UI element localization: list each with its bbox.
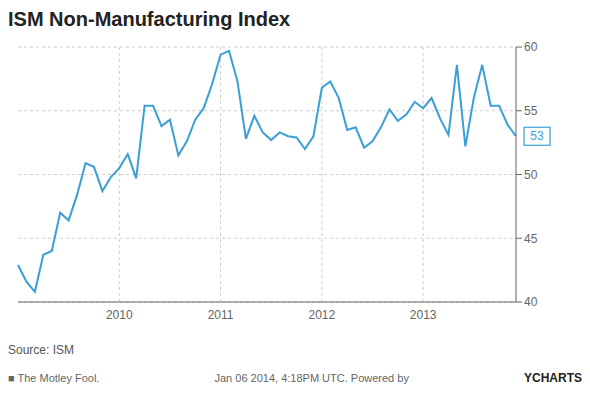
svg-text:2011: 2011 [208, 308, 234, 322]
html-text:Jan 06 2014, 4:18PM UTC. Power: Jan 06 2014, 4:18PM UTC. Powered by [214, 372, 409, 384]
svg-text:55: 55 [524, 104, 538, 118]
html-text:YCHARTS: YCHARTS [524, 371, 582, 385]
html-text:ISM Non-Manufacturing Index: ISM Non-Manufacturing Index [8, 8, 291, 30]
svg-text:53: 53 [530, 129, 544, 143]
svg-text:2010: 2010 [106, 308, 133, 322]
html-text:■ The Motley Fool.: ■ The Motley Fool. [8, 372, 100, 384]
svg-text:60: 60 [524, 40, 538, 54]
html-text:Source: ISM: Source: ISM [8, 343, 74, 357]
svg-text:45: 45 [524, 232, 538, 246]
svg-text:2013: 2013 [410, 308, 437, 322]
svg-text:2012: 2012 [309, 308, 336, 322]
svg-text:50: 50 [524, 168, 538, 182]
svg-text:40: 40 [524, 295, 538, 309]
